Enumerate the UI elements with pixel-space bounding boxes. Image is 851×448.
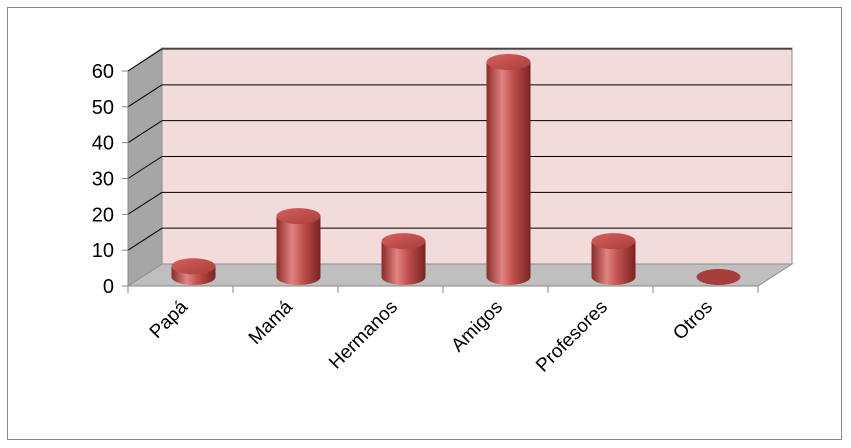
bar [696, 269, 741, 285]
bar [276, 208, 321, 285]
bar [381, 233, 426, 285]
bar [591, 233, 636, 285]
gridline-side [127, 156, 163, 179]
bar-top [696, 269, 741, 285]
gridline-side [127, 48, 163, 72]
y-tick-label: 60 [92, 61, 114, 83]
y-tick-label: 10 [92, 240, 114, 262]
bar-body [276, 216, 321, 285]
bars [171, 54, 741, 285]
bar-top [381, 233, 426, 250]
gridline-side [127, 84, 163, 108]
bar-top [276, 208, 321, 225]
bar-body [591, 241, 636, 285]
bar-top [591, 233, 636, 250]
y-tick-label: 40 [92, 133, 114, 155]
y-tick-label: 30 [92, 169, 114, 191]
bar-top [486, 54, 531, 70]
gridline-side [127, 227, 163, 251]
bar [171, 258, 216, 285]
bar-body [486, 62, 531, 285]
y-tick-label: 0 [103, 276, 114, 298]
gridlines [127, 48, 792, 251]
gridline-side [127, 120, 163, 144]
gridline-side [127, 191, 163, 215]
y-axis: 0 10 20 30 40 50 60 [92, 61, 129, 298]
bar-top [171, 258, 216, 275]
y-tick-label: 20 [92, 204, 114, 226]
floor [126, 263, 794, 287]
y-tick-label: 50 [92, 97, 114, 119]
bar-body [381, 241, 426, 285]
plot-area [126, 47, 794, 287]
bar [486, 54, 531, 285]
